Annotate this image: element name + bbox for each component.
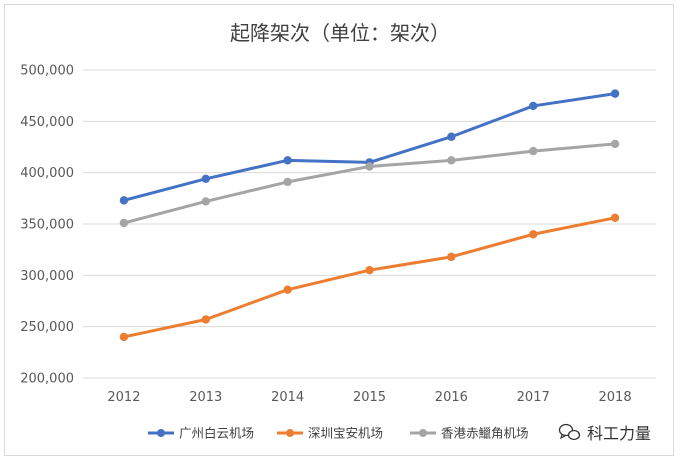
chart-title: 起降架次（单位：架次） bbox=[230, 21, 450, 45]
y-tick-label: 500,000 bbox=[20, 64, 74, 79]
x-tick-label: 2013 bbox=[189, 390, 222, 405]
watermark: 科工力量 bbox=[558, 423, 651, 443]
data-point bbox=[529, 101, 538, 111]
legend-swatch-marker bbox=[286, 429, 294, 437]
data-point bbox=[610, 139, 620, 149]
legend-swatch-marker bbox=[157, 429, 165, 437]
series-2 bbox=[119, 139, 620, 228]
x-tick-label: 2017 bbox=[517, 390, 550, 405]
data-point bbox=[447, 132, 456, 141]
x-tick-label: 2012 bbox=[107, 390, 140, 405]
legend-label: 广州白云机场 bbox=[179, 426, 254, 441]
data-point bbox=[283, 177, 292, 187]
y-tick-label: 300,000 bbox=[20, 269, 74, 284]
y-tick-label: 400,000 bbox=[20, 166, 74, 181]
series-line bbox=[122, 142, 617, 225]
data-point bbox=[365, 162, 374, 171]
series-lines bbox=[119, 89, 620, 342]
series-1 bbox=[119, 213, 620, 342]
data-point bbox=[529, 230, 538, 239]
y-tick-label: 350,000 bbox=[20, 218, 74, 233]
wechat-icon bbox=[558, 423, 581, 441]
data-point bbox=[201, 315, 210, 324]
data-point bbox=[447, 156, 456, 165]
legend-label: 香港赤鱲角机场 bbox=[441, 426, 529, 441]
legend-item: 香港赤鱲角机场 bbox=[410, 426, 529, 441]
legend-swatch-marker bbox=[419, 429, 427, 437]
data-point bbox=[283, 156, 292, 165]
gridlines bbox=[83, 69, 656, 379]
x-tick-label: 2016 bbox=[435, 390, 468, 405]
series-line bbox=[122, 92, 617, 202]
y-axis-labels: 200,000 250,000 300,000 350,000 400,000 450,0… bbox=[20, 64, 74, 387]
legend: 广州白云机场 深圳宝安机场 香港赤鱲角机场 bbox=[148, 426, 529, 441]
x-tick-label: 2015 bbox=[353, 390, 386, 405]
data-point bbox=[119, 218, 129, 228]
chart-frame bbox=[4, 4, 674, 456]
data-point bbox=[610, 213, 620, 223]
data-point bbox=[610, 89, 620, 98]
legend-item: 深圳宝安机场 bbox=[277, 426, 383, 441]
data-point bbox=[529, 146, 538, 156]
data-point bbox=[447, 252, 456, 262]
x-tick-label: 2014 bbox=[271, 390, 304, 405]
y-tick-label: 450,000 bbox=[20, 115, 74, 130]
data-point bbox=[119, 332, 129, 342]
y-tick-label: 250,000 bbox=[20, 320, 74, 335]
legend-item: 广州白云机场 bbox=[148, 426, 254, 441]
y-tick-label: 200,000 bbox=[20, 372, 74, 387]
data-point bbox=[201, 197, 210, 206]
x-tick-label: 2018 bbox=[599, 390, 632, 405]
data-point bbox=[365, 266, 374, 275]
data-point bbox=[283, 285, 292, 294]
x-axis-labels: 2012 2013 2014 2015 2016 2017 2018 bbox=[107, 390, 631, 405]
data-point bbox=[201, 174, 210, 184]
data-point bbox=[119, 196, 129, 205]
watermark-text: 科工力量 bbox=[587, 424, 651, 443]
series-0 bbox=[119, 89, 620, 205]
legend-label: 深圳宝安机场 bbox=[308, 426, 383, 441]
series-line bbox=[122, 216, 617, 339]
